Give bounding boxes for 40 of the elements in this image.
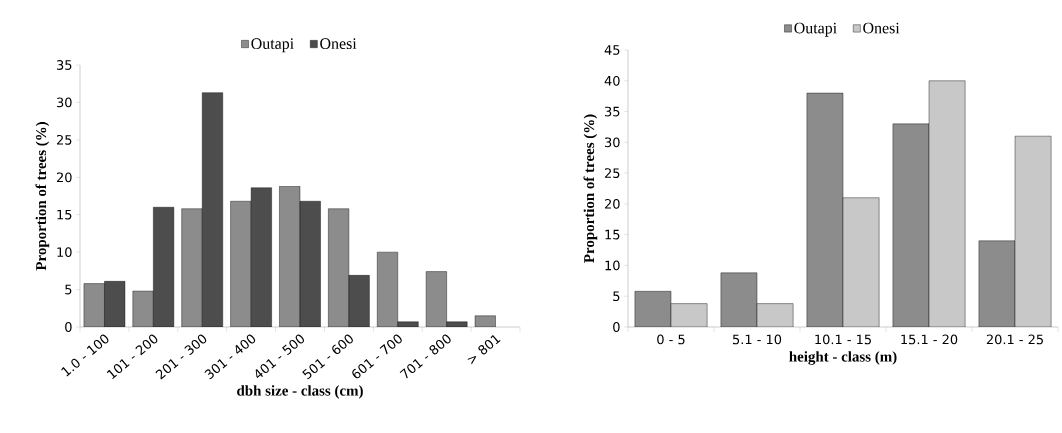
x-axis-title: dbh size - class (cm) [237, 385, 363, 399]
legend-label: Onesi [320, 38, 357, 49]
legend-label: Outapi [794, 22, 837, 37]
y-tick-label: 5 [65, 284, 72, 295]
legend-label: Onesi [863, 22, 900, 34]
x-tick-label: > 801 [467, 334, 501, 365]
bar [842, 197, 880, 327]
y-tick-label: 0 [613, 322, 620, 332]
x-tick-label: 5.1 - 10 [733, 334, 782, 345]
y-tick-label: 40 [604, 75, 620, 86]
bar [299, 201, 321, 327]
y-tick-label: 10 [605, 260, 620, 271]
legend-label: Outapi [251, 38, 294, 53]
x-tick-label: 10.1 - 15 [815, 334, 871, 345]
y-tick-label: 15 [605, 229, 620, 240]
y-tick-label: 10 [57, 247, 72, 258]
y-tick-label: 35 [605, 106, 620, 117]
y-tick-label: 5 [613, 291, 620, 302]
y-tick-label: 20 [56, 172, 72, 183]
bar [202, 92, 223, 327]
y-tick-label: 25 [604, 168, 620, 179]
bar [928, 80, 966, 327]
y-tick-label: 35 [57, 60, 72, 70]
y-tick-label: 30 [57, 97, 72, 108]
y-tick-label: 30 [605, 137, 620, 148]
x-axis-title: height - class (m) [789, 351, 897, 365]
y-tick-label: 25 [56, 134, 72, 145]
bar [153, 207, 175, 327]
x-tick-label: 20.1 - 25 [986, 334, 1043, 345]
bar [348, 275, 370, 327]
bar [1014, 135, 1052, 327]
y-tick-label: 45 [604, 45, 620, 55]
y-tick-label: 0 [65, 322, 72, 332]
x-tick-label: 15.1 - 20 [901, 334, 958, 345]
y-axis-title: Proportion of trees (%) [583, 114, 598, 263]
y-tick-label: 15 [57, 209, 72, 220]
y-tick-label: 20 [604, 198, 620, 209]
bar [250, 187, 272, 327]
x-tick-label: 0 - 5 [657, 334, 685, 345]
y-axis-title: Proportion of trees (%) [35, 122, 50, 271]
